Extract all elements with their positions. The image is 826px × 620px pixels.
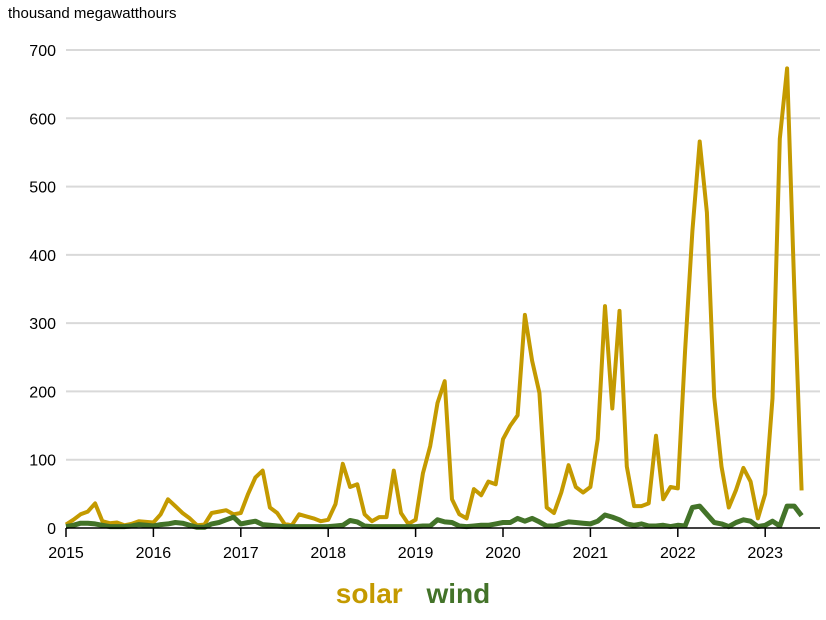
x-axis: 2015 2016 2017 2018 2019 2020 2021 2022 2023 [48,527,820,562]
x-tick-label: 2021 [573,545,609,562]
y-tick-label: 200 [29,384,56,401]
y-tick-label: 300 [29,316,56,333]
solar-line [64,66,804,528]
y-axis-ticks: 0 100 200 300 400 500 600 700 [29,43,56,538]
y-tick-label: 600 [29,111,56,128]
y-axis-unit-label: thousand megawatthours [8,5,177,22]
x-tick-label: 2022 [660,545,696,562]
legend-wind: wind [426,578,491,609]
wind-line [65,503,804,530]
x-tick-label: 2018 [310,545,346,562]
x-tick-label: 2023 [747,545,783,562]
x-tick-label: 2016 [136,545,172,562]
y-tick-label: 400 [29,248,56,265]
series-lines [64,66,804,530]
y-tick-label: 100 [29,453,56,470]
y-tick-label: 500 [29,180,56,197]
x-tick-label: 2019 [398,545,434,562]
legend: solar wind [0,578,826,610]
y-tick-label: 0 [47,521,56,538]
x-tick-label: 2017 [223,545,259,562]
y-tick-label: 700 [29,43,56,60]
x-tick-label: 2020 [485,545,521,562]
legend-solar: solar [335,578,403,609]
x-tick-label: 2015 [48,545,84,562]
